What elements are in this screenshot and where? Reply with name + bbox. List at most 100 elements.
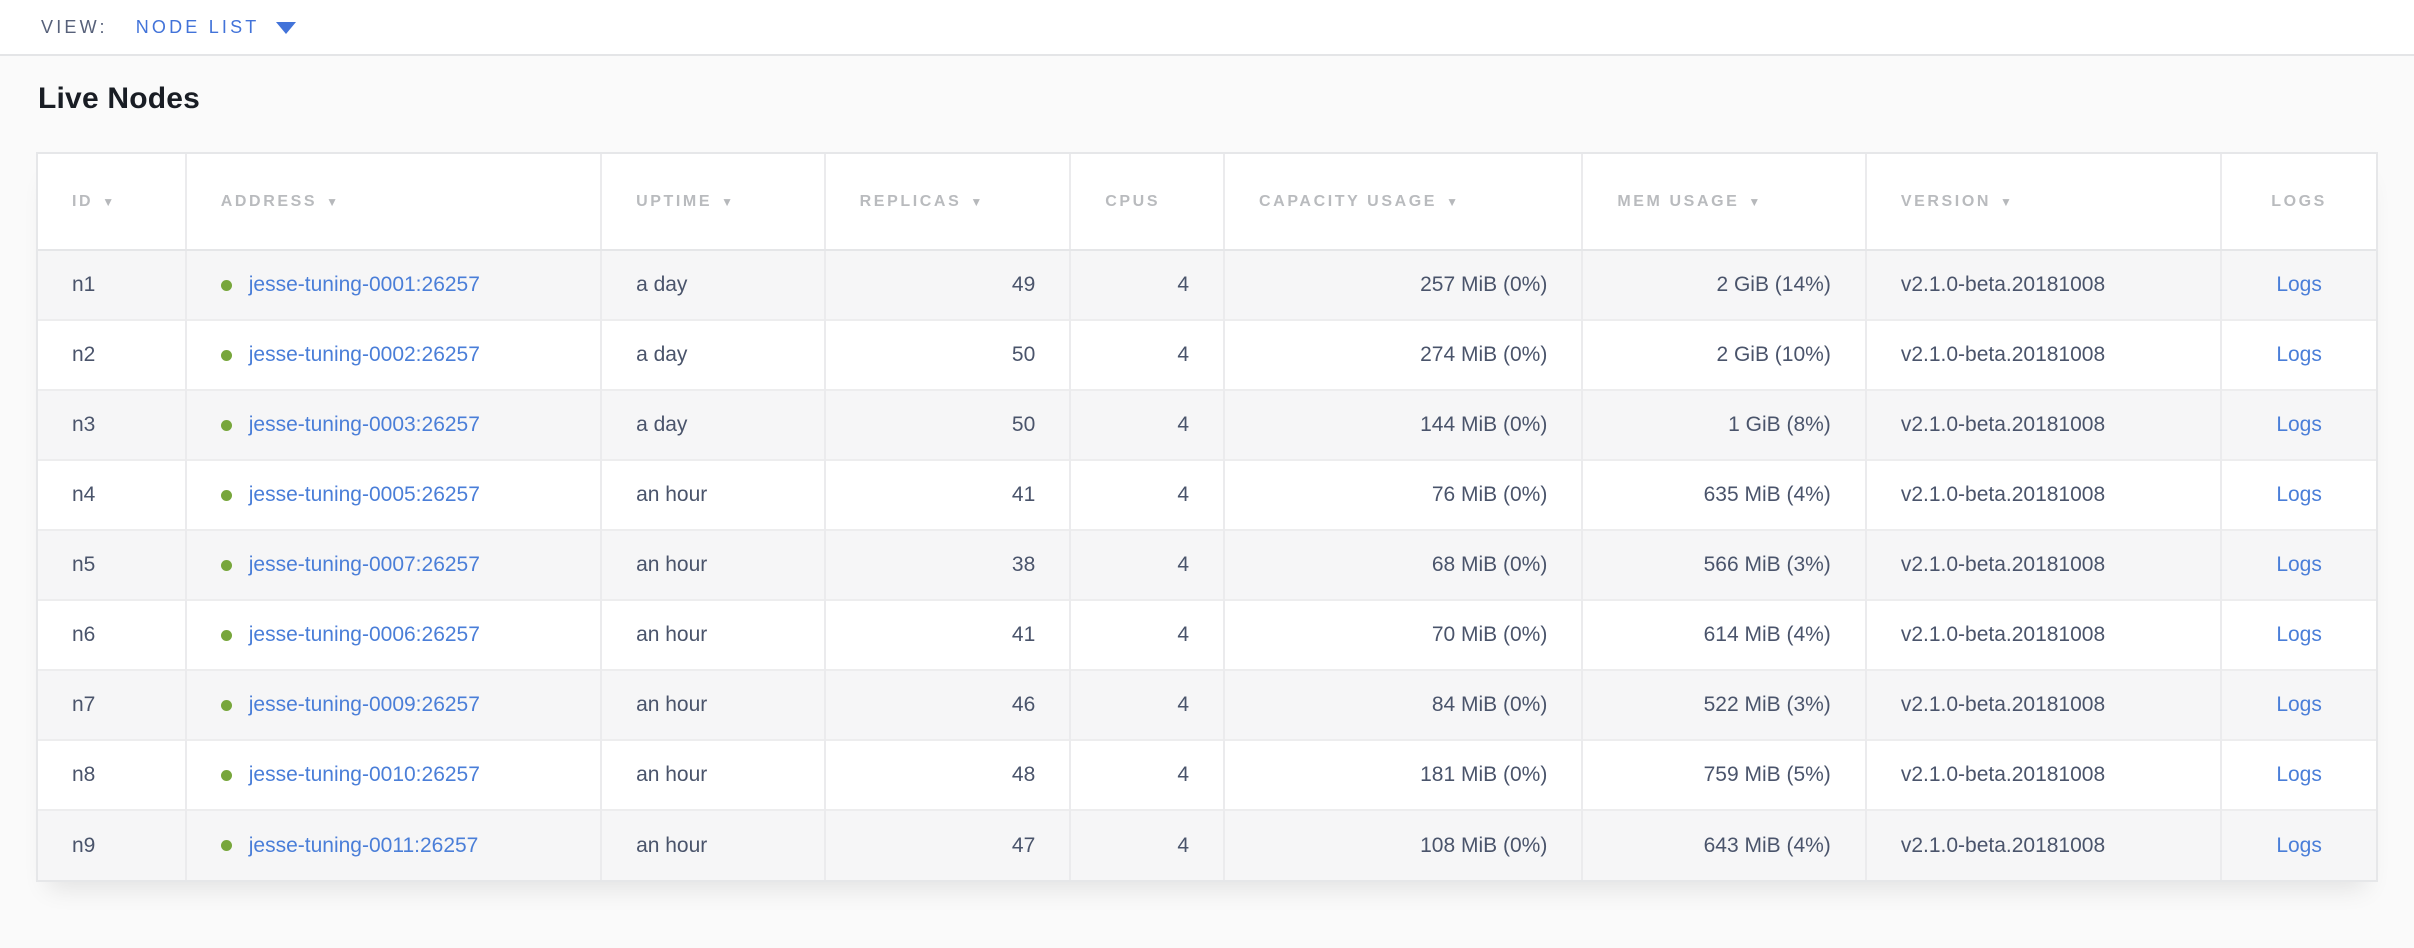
live-nodes-table: ID▼ADDRESS▼UPTIME▼REPLICAS▼CPUSCAPACITY …	[36, 152, 2378, 882]
logs-link[interactable]: Logs	[2276, 693, 2322, 716]
cell-capacity: 257 MiB (0%)	[1224, 250, 1582, 320]
table-row: n1jesse-tuning-0001:26257a day494257 MiB…	[38, 250, 2376, 320]
cell-version: v2.1.0-beta.20181008	[1866, 810, 2221, 880]
cell-cpus: 4	[1070, 320, 1224, 390]
cell-uptime: a day	[601, 390, 825, 460]
cell-version: v2.1.0-beta.20181008	[1866, 670, 2221, 740]
cell-mem: 614 MiB (4%)	[1582, 600, 1865, 670]
node-address-link[interactable]: jesse-tuning-0007:26257	[249, 553, 480, 577]
cell-replicas: 41	[825, 460, 1071, 530]
cell-mem: 2 GiB (10%)	[1582, 320, 1865, 390]
sort-arrow-icon: ▼	[1748, 195, 1762, 209]
cell-cpus: 4	[1070, 250, 1224, 320]
logs-link[interactable]: Logs	[2276, 834, 2322, 857]
logs-link[interactable]: Logs	[2276, 413, 2322, 436]
cell-version: v2.1.0-beta.20181008	[1866, 250, 2221, 320]
table-row: n5jesse-tuning-0007:26257an hour38468 Mi…	[38, 530, 2376, 600]
logs-link[interactable]: Logs	[2276, 623, 2322, 646]
column-label: MEM USAGE	[1617, 193, 1739, 210]
table-row: n6jesse-tuning-0006:26257an hour41470 Mi…	[38, 600, 2376, 670]
cell-logs: Logs	[2221, 530, 2376, 600]
node-address-link[interactable]: jesse-tuning-0010:26257	[249, 763, 480, 787]
cell-replicas: 50	[825, 320, 1071, 390]
cell-id: n9	[38, 810, 186, 880]
cell-version: v2.1.0-beta.20181008	[1866, 390, 2221, 460]
view-bar: VIEW: NODE LIST	[0, 0, 2414, 56]
cell-address: jesse-tuning-0003:26257	[186, 390, 601, 460]
cell-capacity: 84 MiB (0%)	[1224, 670, 1582, 740]
cell-capacity: 274 MiB (0%)	[1224, 320, 1582, 390]
cell-id: n7	[38, 670, 186, 740]
sort-arrow-icon: ▼	[326, 195, 340, 209]
node-status-icon	[221, 840, 232, 851]
table-row: n3jesse-tuning-0003:26257a day504144 MiB…	[38, 390, 2376, 460]
cell-cpus: 4	[1070, 810, 1224, 880]
column-label: REPLICAS	[860, 193, 962, 210]
table-header-row: ID▼ADDRESS▼UPTIME▼REPLICAS▼CPUSCAPACITY …	[38, 154, 2376, 250]
column-header-id[interactable]: ID▼	[38, 154, 186, 250]
cell-replicas: 49	[825, 250, 1071, 320]
cell-version: v2.1.0-beta.20181008	[1866, 530, 2221, 600]
node-address-link[interactable]: jesse-tuning-0006:26257	[249, 623, 480, 647]
column-label: VERSION	[1901, 193, 1991, 210]
node-status-icon	[221, 350, 232, 361]
cell-cpus: 4	[1070, 740, 1224, 810]
cell-id: n4	[38, 460, 186, 530]
cell-address: jesse-tuning-0001:26257	[186, 250, 601, 320]
node-status-icon	[221, 490, 232, 501]
view-selector-dropdown[interactable]: NODE LIST	[136, 17, 296, 38]
node-address-link[interactable]: jesse-tuning-0001:26257	[249, 273, 480, 297]
cell-uptime: an hour	[601, 670, 825, 740]
cell-logs: Logs	[2221, 460, 2376, 530]
column-label: CAPACITY USAGE	[1259, 193, 1437, 210]
cell-id: n8	[38, 740, 186, 810]
node-status-icon	[221, 770, 232, 781]
column-header-uptime[interactable]: UPTIME▼	[601, 154, 825, 250]
logs-link[interactable]: Logs	[2276, 763, 2322, 786]
chevron-down-icon	[276, 22, 296, 34]
node-status-icon	[221, 700, 232, 711]
cell-address: jesse-tuning-0007:26257	[186, 530, 601, 600]
logs-link[interactable]: Logs	[2276, 483, 2322, 506]
column-header-capacity[interactable]: CAPACITY USAGE▼	[1224, 154, 1582, 250]
cell-mem: 635 MiB (4%)	[1582, 460, 1865, 530]
sort-arrow-icon: ▼	[970, 195, 984, 209]
cell-address: jesse-tuning-0010:26257	[186, 740, 601, 810]
column-label: ID	[72, 193, 93, 210]
cell-mem: 2 GiB (14%)	[1582, 250, 1865, 320]
node-status-icon	[221, 280, 232, 291]
table-body: n1jesse-tuning-0001:26257a day494257 MiB…	[38, 250, 2376, 880]
cell-logs: Logs	[2221, 670, 2376, 740]
node-address-link[interactable]: jesse-tuning-0005:26257	[249, 483, 480, 507]
node-address-link[interactable]: jesse-tuning-0002:26257	[249, 343, 480, 367]
cell-uptime: an hour	[601, 810, 825, 880]
node-status-icon	[221, 420, 232, 431]
logs-link[interactable]: Logs	[2276, 553, 2322, 576]
cell-uptime: an hour	[601, 460, 825, 530]
cell-mem: 759 MiB (5%)	[1582, 740, 1865, 810]
column-header-cpus: CPUS	[1070, 154, 1224, 250]
cell-id: n3	[38, 390, 186, 460]
cell-cpus: 4	[1070, 390, 1224, 460]
column-label: UPTIME	[636, 193, 712, 210]
cell-capacity: 144 MiB (0%)	[1224, 390, 1582, 460]
cell-cpus: 4	[1070, 670, 1224, 740]
column-header-version[interactable]: VERSION ▼	[1866, 154, 2221, 250]
sort-arrow-icon: ▼	[2000, 195, 2014, 209]
node-address-link[interactable]: jesse-tuning-0009:26257	[249, 693, 480, 717]
node-address-link[interactable]: jesse-tuning-0011:26257	[249, 834, 479, 858]
node-address-link[interactable]: jesse-tuning-0003:26257	[249, 413, 480, 437]
cell-logs: Logs	[2221, 810, 2376, 880]
cell-address: jesse-tuning-0006:26257	[186, 600, 601, 670]
cell-address: jesse-tuning-0005:26257	[186, 460, 601, 530]
cell-capacity: 181 MiB (0%)	[1224, 740, 1582, 810]
cell-logs: Logs	[2221, 250, 2376, 320]
column-header-replicas[interactable]: REPLICAS ▼	[825, 154, 1071, 250]
column-header-address[interactable]: ADDRESS▼	[186, 154, 601, 250]
cell-replicas: 48	[825, 740, 1071, 810]
cell-address: jesse-tuning-0002:26257	[186, 320, 601, 390]
column-header-mem[interactable]: MEM USAGE ▼	[1582, 154, 1865, 250]
logs-link[interactable]: Logs	[2276, 343, 2322, 366]
cell-version: v2.1.0-beta.20181008	[1866, 600, 2221, 670]
logs-link[interactable]: Logs	[2276, 273, 2322, 296]
